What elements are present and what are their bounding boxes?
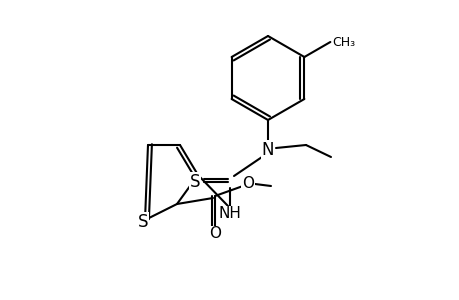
Text: O: O — [241, 176, 253, 190]
Text: S: S — [190, 173, 200, 191]
Text: O: O — [208, 226, 220, 242]
Text: NH: NH — [218, 206, 241, 221]
Text: CH₃: CH₃ — [332, 35, 355, 49]
Text: S: S — [137, 213, 148, 231]
Text: N: N — [261, 141, 274, 159]
